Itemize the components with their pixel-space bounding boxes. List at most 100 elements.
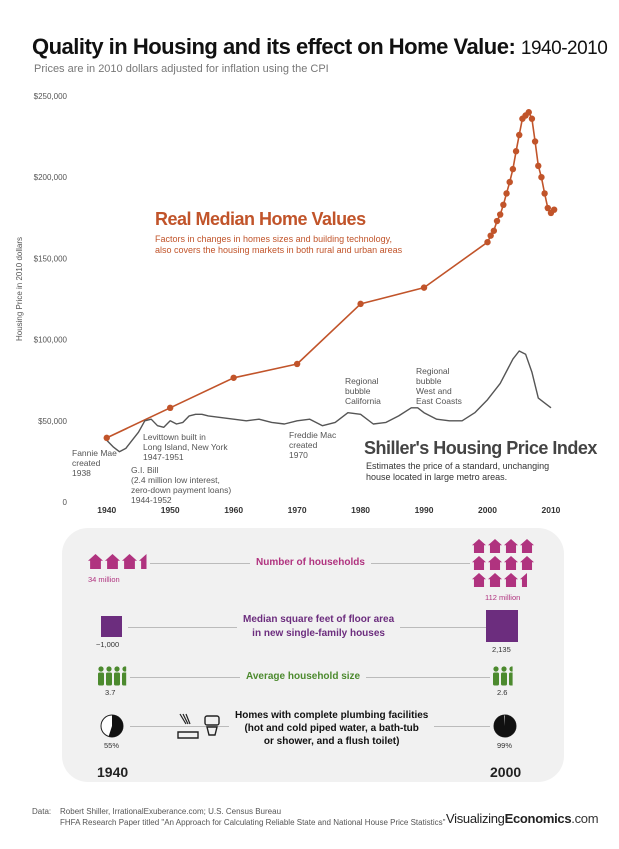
real-median-point	[500, 201, 507, 209]
plumbing-label: Homes with complete plumbing facilities …	[229, 709, 435, 748]
title-years: 1940-2010	[520, 38, 608, 59]
title-text: Quality in Housing and its effect on Hom…	[32, 34, 516, 59]
house-icon	[122, 554, 137, 569]
page-title: Quality in Housing and its effect on Hom…	[32, 34, 608, 60]
plumbing-1940-value: 55%	[104, 741, 120, 750]
y-tick-label: 0	[63, 498, 68, 507]
real-median-point	[293, 360, 301, 368]
house-icon	[488, 539, 502, 553]
household-size-label: Average household size	[240, 670, 367, 684]
brand-logo: VisualizingEconomics.com	[446, 811, 599, 826]
house-icon	[472, 573, 486, 587]
person-icon	[98, 666, 104, 686]
person-icon	[509, 666, 513, 686]
square-icon	[486, 610, 518, 642]
real-median-point	[103, 434, 110, 442]
series-desc-shiller: Estimates the price of a standard, uncha…	[366, 461, 550, 482]
real-median-point	[420, 284, 428, 291]
real-median-point	[531, 138, 539, 145]
floor-area-2000-value: 2,135	[492, 645, 511, 654]
real-median-point	[544, 204, 551, 212]
house-icon	[139, 554, 147, 569]
shiller-index-line	[106, 350, 552, 453]
real-median-point	[487, 232, 494, 239]
brand-part-1: Visualizing	[446, 811, 505, 826]
real-median-point	[516, 131, 523, 139]
house-icon	[88, 554, 103, 569]
annotation-freddie-mac: Freddie Mac created 1970	[289, 430, 337, 460]
real-median-point	[525, 109, 532, 116]
real-median-point	[166, 404, 174, 412]
year-1940-label: 1940	[97, 764, 129, 780]
x-tick-label: 2010	[542, 505, 561, 515]
real-median-point	[528, 115, 536, 122]
annotation-fannie-mae: Fannie Mae created 1938	[72, 448, 117, 478]
house-icon	[472, 556, 486, 570]
house-icon	[504, 556, 518, 570]
real-median-point	[503, 190, 510, 197]
real-median-point	[506, 178, 513, 186]
households-1940-value: 34 million	[88, 575, 120, 584]
person-icon	[493, 666, 499, 686]
square-icon	[101, 616, 122, 637]
household-size-1940-value: 3.7	[105, 688, 116, 697]
annotation-regional-bubble-coasts: Regional bubble West and East Coasts	[416, 366, 462, 406]
plumbing-2000-value: 99%	[497, 741, 513, 750]
house-icon	[520, 539, 534, 553]
real-median-point	[512, 148, 520, 155]
y-tick-label: $150,000	[34, 254, 68, 263]
series-desc-real-median: Factors in changes in homes sizes and bu…	[155, 234, 403, 255]
page-subtitle: Prices are in 2010 dollars adjusted for …	[34, 63, 329, 75]
annotation-levittown: Levittown built in Long Island, New York…	[143, 432, 228, 462]
x-tick-label: 1960	[224, 505, 243, 515]
y-tick-label: $100,000	[34, 336, 68, 345]
y-tick-label: $50,000	[38, 417, 67, 426]
brand-part-3: .com	[571, 811, 599, 826]
annotation-regional-bubble-california: Regional bubble California	[345, 376, 381, 406]
bathtub-toilet-icon	[177, 713, 220, 739]
person-icon	[122, 666, 127, 686]
households-1940-icons	[88, 552, 158, 579]
series-label-shiller: Shiller's Housing Price Index	[364, 438, 597, 458]
house-icon	[520, 573, 527, 587]
source-line-2: FHFA Research Paper titled "An Approach …	[60, 818, 446, 827]
real-median-line	[106, 111, 555, 439]
real-median-point	[230, 374, 237, 381]
house-icon	[488, 573, 502, 587]
y-tick-label: $200,000	[34, 173, 68, 182]
households-2000-icons	[472, 538, 538, 597]
real-median-point	[357, 300, 364, 308]
x-tick-label: 1990	[415, 505, 434, 515]
series-label-real-median: Real Median Home Values	[155, 209, 366, 229]
brand-part-2: Economics	[504, 811, 572, 826]
house-icon	[504, 539, 518, 553]
house-icon	[520, 556, 534, 570]
source-line-1: Robert Shiller, IrrationalExuberance.com…	[60, 807, 282, 816]
house-icon	[105, 554, 120, 569]
household-size-1940-icons	[98, 666, 130, 693]
house-icon	[488, 556, 502, 570]
person-icon	[501, 666, 507, 686]
data-source: Data: Robert Shiller, IrrationalExuberan…	[32, 806, 445, 828]
real-median-point	[493, 217, 501, 225]
person-icon	[106, 666, 112, 686]
real-median-point	[538, 174, 545, 181]
floor-area-label: Median square feet of floor area in new …	[237, 613, 401, 641]
y-tick-label: $250,000	[34, 92, 68, 101]
real-median-point	[550, 206, 558, 213]
x-tick-label: 1940	[97, 505, 116, 515]
line-chart: Housing Price in 2010 dollars 0 $50,000 $10…	[15, 92, 561, 515]
real-median-point	[509, 165, 517, 173]
house-icon	[504, 573, 518, 587]
annotation-gi-bill: G.I. Bill (2.4 million low interest, zer…	[131, 465, 232, 505]
household-size-2000-value: 2.6	[497, 688, 508, 697]
year-2000-label: 2000	[490, 764, 522, 780]
households-2000-value: 112 million	[485, 593, 521, 602]
pie-icon	[493, 714, 517, 738]
y-axis-label: Housing Price in 2010 dollars	[15, 237, 24, 341]
floor-area-1940-value: ~1,000	[96, 640, 120, 649]
house-icon	[472, 539, 486, 553]
x-tick-label: 2000	[478, 505, 497, 515]
real-median-point	[484, 238, 491, 246]
x-tick-label: 1980	[351, 505, 370, 515]
